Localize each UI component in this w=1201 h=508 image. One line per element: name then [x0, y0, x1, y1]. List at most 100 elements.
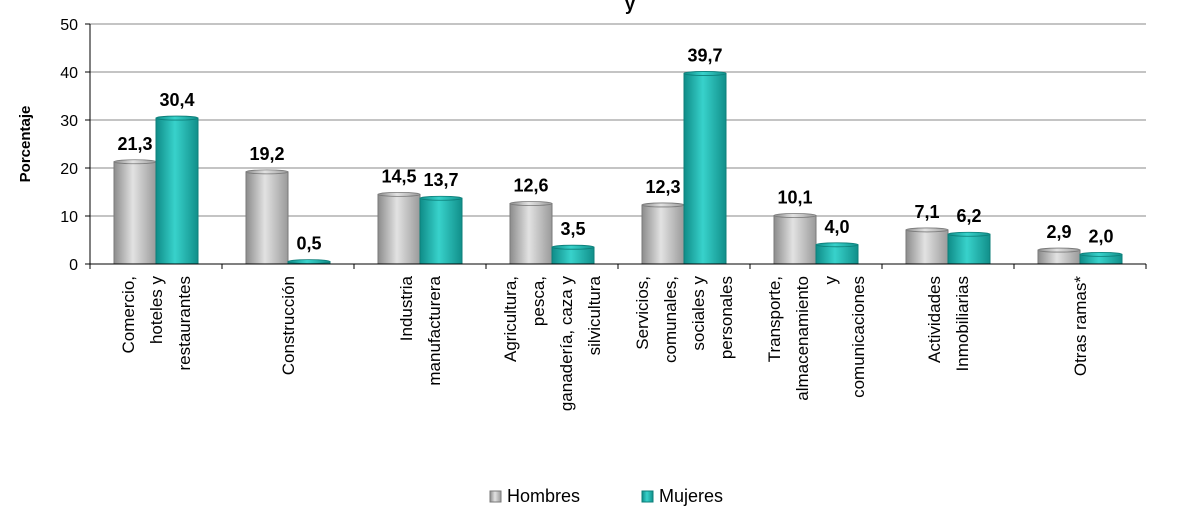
bar-hombres [1037, 247, 1081, 265]
chart-title-fragment: y [625, 0, 635, 14]
bar-hombres [641, 202, 685, 265]
data-label: 13,7 [423, 170, 458, 190]
category-label: Transporte, [765, 276, 784, 362]
data-label: 6,2 [956, 206, 981, 226]
bar-mujeres [1079, 251, 1123, 265]
y-tick-label: 0 [69, 257, 78, 274]
bar-body [815, 244, 859, 265]
category-label: sociales y [689, 276, 708, 351]
bar-top [1079, 251, 1123, 257]
data-label: 2,9 [1046, 222, 1071, 242]
legend-swatch [489, 490, 502, 503]
category-label: Comercio, [119, 276, 138, 353]
bar-mujeres [947, 231, 991, 265]
data-label: 14,5 [381, 166, 416, 186]
bar-top [419, 195, 463, 201]
bar-top [683, 71, 727, 76]
legend-swatch [641, 490, 654, 503]
data-labels: 21,3 30,4 19,2 0,5 14,5 13,7 12,6 3,5 12,3 39,7 10… [117, 45, 1113, 253]
category-label: y [821, 276, 840, 285]
bar-body [113, 161, 157, 265]
category-label: personales [717, 276, 736, 359]
bar-body [905, 229, 949, 265]
bar-top [905, 227, 949, 233]
category-label: ganadería, caza y [557, 276, 576, 412]
axes [85, 23, 1147, 269]
bar-top [377, 191, 421, 197]
legend-item: Mujeres [641, 486, 723, 506]
data-label: 2,0 [1088, 226, 1113, 246]
data-label: 39,7 [687, 45, 722, 65]
bar-body [947, 233, 991, 265]
category-labels: Comercio, hoteles y restaurantes Construcci… [119, 275, 1090, 411]
category-label: Actividades [925, 276, 944, 363]
bar-body [773, 215, 817, 265]
bar-body [155, 117, 199, 265]
bars [113, 71, 1123, 265]
bar-top [551, 244, 595, 250]
bar-hombres [773, 213, 817, 265]
gridlines [90, 23, 1146, 217]
bar-mujeres [683, 71, 727, 265]
legend-item: Hombres [489, 486, 580, 506]
category-label: restaurantes [175, 276, 194, 371]
bar-mujeres [815, 242, 859, 265]
bar-hombres [245, 169, 289, 265]
data-label: 19,2 [249, 144, 284, 164]
data-label: 30,4 [159, 90, 194, 110]
bar-hombres [905, 227, 949, 265]
category-label: Industria [397, 275, 416, 341]
bar-top [155, 115, 199, 121]
data-label: 12,6 [513, 176, 548, 196]
y-tick-label: 20 [60, 161, 78, 178]
y-tick-label: 30 [60, 113, 78, 130]
bar-top [113, 159, 157, 165]
data-label: 4,0 [824, 217, 849, 237]
category-label: manufacturera [425, 275, 444, 385]
y-tick-label: 50 [60, 17, 78, 34]
data-label: 7,1 [914, 202, 939, 222]
bar-hombres [509, 201, 553, 265]
y-axis-ticks: 0 10 20 30 40 50 [60, 17, 78, 274]
category-label: Otras ramas* [1071, 276, 1090, 377]
bar-top [815, 242, 859, 248]
category-label: pesca, [529, 276, 548, 326]
bar-top [947, 231, 991, 237]
data-label: 10,1 [777, 188, 812, 208]
bar-top [1037, 247, 1081, 253]
y-axis-label: Porcentaje [17, 106, 34, 183]
category-label: Inmobiliarias [953, 276, 972, 371]
y-tick-label: 40 [60, 65, 78, 82]
category-label: comunicaciones [849, 276, 868, 398]
bar-top [641, 202, 685, 208]
data-label: 12,3 [645, 177, 680, 197]
category-label: Construcción [279, 276, 298, 375]
bar-body [419, 197, 463, 265]
category-label: hoteles y [147, 276, 166, 345]
bar-top [287, 259, 331, 265]
bar-hombres [113, 159, 157, 265]
bar-body [683, 72, 727, 265]
data-label: 3,5 [560, 219, 585, 239]
bar-body [377, 193, 421, 265]
bar-top [773, 213, 817, 218]
legend-label: Mujeres [659, 486, 723, 506]
bar-mujeres [551, 244, 595, 265]
bar-body [551, 246, 595, 265]
bar-mujeres [155, 115, 199, 265]
category-label: comunales, [661, 276, 680, 363]
bar-hombres [377, 191, 421, 265]
legend-label: Hombres [507, 486, 580, 506]
bar-top [509, 201, 553, 206]
category-label: silvicultura [585, 275, 604, 355]
bar-body [641, 204, 685, 265]
category-label: almacenamiento [793, 276, 812, 401]
category-label: Agricultura, [501, 276, 520, 362]
data-label: 0,5 [296, 234, 321, 254]
legend: Hombres Mujeres [489, 486, 723, 506]
category-label: Servicios, [633, 276, 652, 350]
bar-top [245, 169, 289, 175]
y-tick-label: 10 [60, 209, 78, 226]
bar-body [245, 171, 289, 265]
